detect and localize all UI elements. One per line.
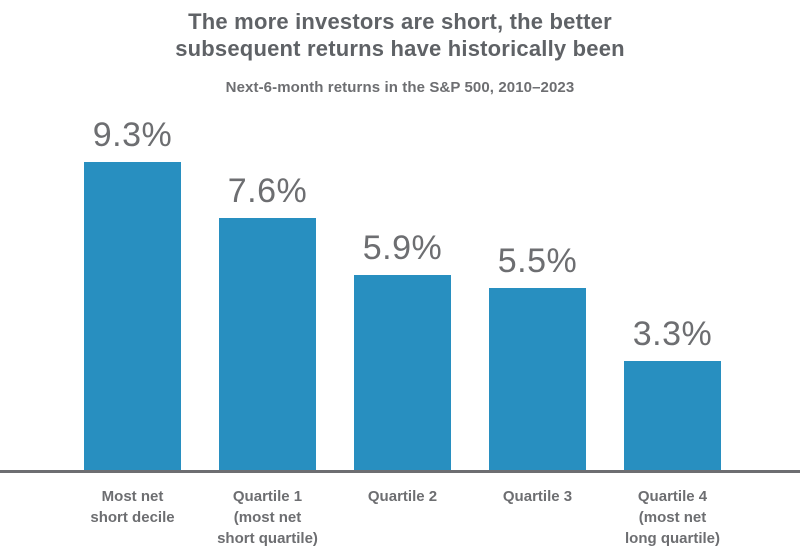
category-label: Most net short decile — [90, 488, 175, 526]
category-label: Quartile 2 — [367, 488, 438, 505]
bar — [84, 162, 181, 470]
chart-subtitle: Next-6-month returns in the S&P 500, 201… — [225, 79, 575, 96]
bar — [624, 361, 721, 470]
category-labels: Most net short decile Quartile 1 (most ne… — [65, 486, 740, 549]
chart-header: The more investors are short, the better… — [0, 8, 800, 97]
bar-value-label: 9.3% — [92, 116, 173, 155]
bar — [354, 275, 451, 470]
chart-title: The more investors are short, the better… — [175, 9, 625, 61]
bar-group: 5.5% — [489, 0, 586, 470]
bar-value-label: 5.9% — [362, 229, 443, 268]
x-axis-line — [0, 470, 800, 473]
category-label: Quartile 1 (most net short quartile) — [217, 488, 318, 547]
bars-container: 9.3% 7.6% 5.9% 5.5% 3.3% — [84, 0, 721, 470]
category-label: Quartile 4 (most net long quartile) — [625, 488, 720, 547]
bar-group: 7.6% — [219, 0, 316, 470]
bar-group: 3.3% — [624, 0, 721, 470]
bar-value-label: 7.6% — [227, 172, 308, 211]
bar-value-label: 5.5% — [497, 242, 578, 281]
bar — [219, 218, 316, 470]
bar-group: 5.9% — [354, 0, 451, 470]
bar — [489, 288, 586, 470]
category-label: Quartile 3 — [502, 488, 573, 505]
bar-group: 9.3% — [84, 0, 181, 470]
bar-value-label: 3.3% — [632, 315, 713, 354]
